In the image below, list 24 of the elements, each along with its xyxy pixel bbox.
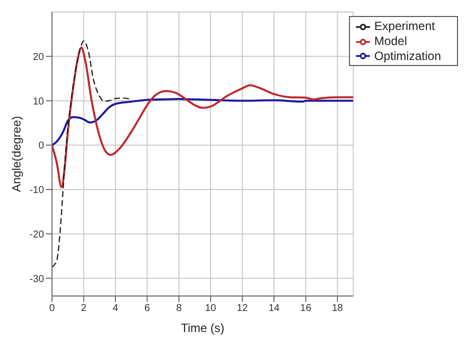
legend-label: Experiment (374, 19, 435, 33)
x-tick-label: 14 (268, 303, 280, 314)
line-series (52, 46, 354, 188)
y-tick-label: -30 (30, 274, 44, 285)
x-tick-label: 10 (205, 303, 217, 314)
x-tick-label: 18 (332, 303, 344, 314)
x-axis-title: Time (s) (180, 321, 224, 335)
x-tick-label: 6 (144, 303, 150, 314)
x-tick-label: 4 (112, 303, 119, 314)
x-tick-label: 16 (300, 303, 312, 314)
y-tick-label: -10 (30, 185, 44, 196)
line-series (52, 98, 354, 146)
x-tick-label: 2 (80, 303, 87, 314)
y-tick-label: -20 (30, 229, 44, 240)
legend-label: Optimization (374, 48, 441, 63)
line-series (52, 40, 132, 268)
x-tick-label: 8 (176, 303, 182, 314)
y-tick-label: 0 (38, 140, 44, 152)
x-tick-label: 0 (49, 303, 56, 314)
y-axis-title: Angle(degree) (9, 116, 24, 192)
y-tick-label: 20 (32, 52, 44, 63)
legend-label: Model (374, 34, 407, 48)
x-tick-label: 12 (236, 303, 248, 314)
y-tick-label: 10 (32, 96, 44, 108)
